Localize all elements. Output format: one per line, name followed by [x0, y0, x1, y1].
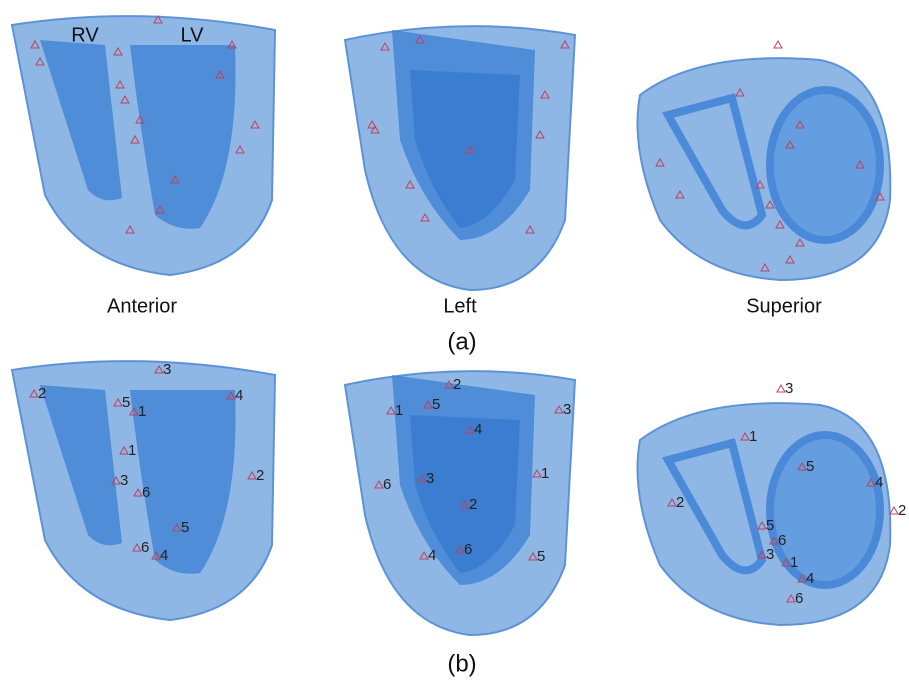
marker-number: 5 [432, 396, 440, 413]
marker-number: 1 [138, 403, 146, 420]
marker-number: 3 [563, 401, 571, 418]
marker-number: 6 [142, 484, 150, 501]
view-label: Superior [746, 295, 822, 317]
panel-caption: (b) [447, 650, 476, 677]
marker-number: 5 [122, 394, 130, 411]
marker-number: 6 [778, 532, 786, 549]
marker [890, 507, 898, 514]
marker-number: 1 [128, 442, 136, 459]
heart-superior [638, 403, 891, 625]
marker-number: 6 [141, 539, 149, 556]
heart-superior [638, 58, 891, 280]
marker-number: 4 [428, 547, 436, 564]
marker-number: 6 [795, 590, 803, 607]
marker-number: 2 [256, 467, 264, 484]
view-label: Anterior [107, 295, 177, 317]
marker-number: 3 [766, 546, 774, 563]
marker-number: 6 [464, 541, 472, 558]
heart-anterior [12, 16, 275, 275]
marker-number: 3 [785, 380, 793, 397]
marker-number: 1 [749, 428, 757, 445]
panel-a [12, 16, 890, 290]
rv-label: RV [71, 24, 99, 46]
marker-number: 5 [806, 458, 814, 475]
lv-label: LV [181, 24, 205, 46]
marker-number: 3 [426, 470, 434, 487]
marker-number: 2 [453, 376, 461, 393]
figure: RV LV Anterior Left Superior (a) (b) 325… [0, 0, 909, 689]
panel-caption: (a) [447, 328, 476, 355]
heart-left [345, 371, 575, 635]
marker-number: 4 [875, 474, 883, 491]
marker-number: 2 [38, 385, 46, 402]
marker-number: 4 [160, 547, 168, 564]
marker [777, 385, 785, 392]
marker-number: 2 [469, 496, 477, 513]
marker-number: 5 [766, 517, 774, 534]
marker-number: 5 [181, 519, 189, 536]
marker-number: 1 [395, 402, 403, 419]
marker-number: 1 [790, 554, 798, 571]
marker-number: 1 [541, 465, 549, 482]
marker-number: 3 [163, 361, 171, 378]
marker-number: 6 [383, 476, 391, 493]
marker-number: 4 [474, 421, 482, 438]
marker-number: 4 [806, 570, 814, 587]
marker-number: 3 [120, 472, 128, 489]
marker [774, 41, 782, 48]
marker-number: 4 [235, 387, 243, 404]
marker-number: 2 [676, 494, 684, 511]
marker-number: 2 [898, 502, 906, 519]
heart-left [345, 26, 575, 290]
marker-number: 5 [537, 548, 545, 565]
view-label: Left [443, 295, 477, 317]
